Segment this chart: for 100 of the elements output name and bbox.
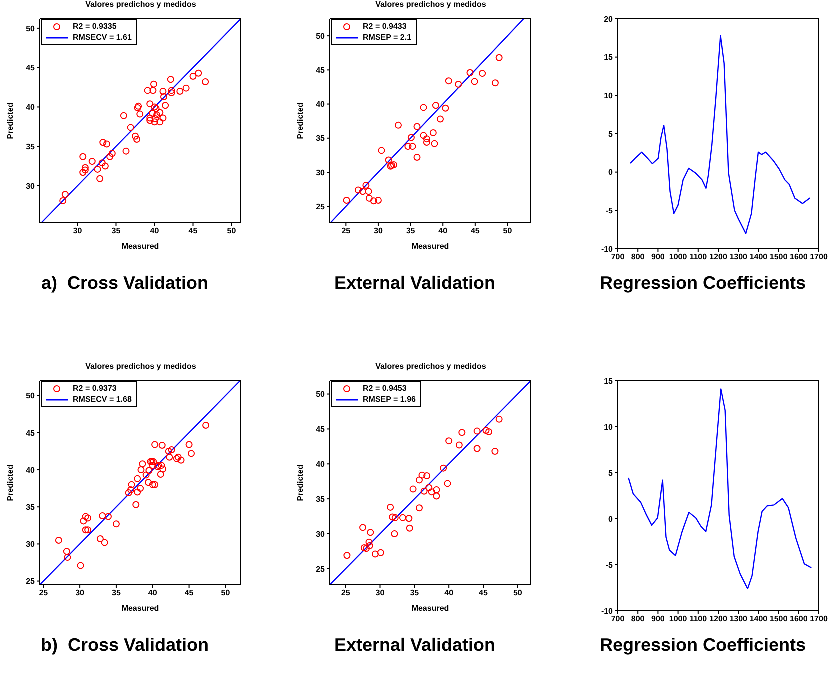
y-tick-label: 45 [26, 64, 36, 73]
point [104, 513, 112, 520]
point [127, 124, 134, 132]
point [440, 464, 448, 472]
point [149, 462, 156, 470]
x-tick-label: 1600 [790, 252, 808, 262]
point [136, 110, 144, 118]
y-tick-label: 15 [604, 53, 614, 62]
point [156, 109, 164, 116]
text: a) Cross Validation [40, 273, 210, 294]
point [55, 536, 62, 544]
x-tick-label: 30 [73, 226, 83, 236]
point [424, 472, 431, 480]
point [104, 140, 110, 148]
point [137, 485, 144, 492]
point [146, 467, 153, 474]
x-axis-title: Measured [412, 242, 450, 251]
point [414, 154, 421, 161]
point [377, 549, 384, 556]
x-tick-label: 35 [112, 588, 122, 598]
x-tick-label: 700 [611, 252, 626, 262]
point [385, 156, 392, 164]
point [146, 114, 154, 122]
y-tick-label: 30 [316, 168, 326, 178]
point [134, 136, 141, 144]
chart-title: Valores predichos y medidos [84, 362, 198, 373]
point [420, 488, 428, 495]
point [366, 542, 374, 550]
point [134, 475, 142, 482]
point [102, 162, 109, 170]
x-tick-label: 1100 [690, 614, 708, 624]
point [343, 196, 350, 204]
x-tick-label: 50 [503, 226, 513, 236]
point [374, 196, 382, 204]
point [152, 441, 159, 448]
point [64, 554, 72, 562]
point [426, 484, 433, 492]
point [410, 486, 417, 493]
x-tick-label: 1200 [710, 252, 728, 262]
point [139, 460, 146, 468]
point [108, 150, 116, 158]
point [359, 188, 366, 196]
x-tick-label: 1500 [770, 614, 788, 624]
point [466, 69, 474, 76]
point [479, 70, 486, 78]
point [399, 514, 406, 522]
text: Regression Coefficients [598, 273, 808, 294]
legend-label: RMSECV = 1.68 [73, 394, 132, 405]
point [60, 197, 67, 204]
x-tick-label: 1200 [710, 614, 728, 624]
y-tick-label: 50 [26, 24, 36, 34]
point [387, 504, 394, 511]
y-tick-label: 35 [316, 134, 326, 144]
x-tick-label: 35 [112, 226, 122, 236]
x-tick-label: 800 [631, 614, 646, 624]
point [80, 518, 88, 525]
point [176, 88, 184, 95]
y-tick-label: 35 [26, 502, 36, 512]
y-tick-label: 50 [316, 390, 326, 400]
point [444, 480, 452, 488]
point [99, 512, 106, 520]
point [202, 78, 210, 86]
x-tick-label: 1400 [750, 614, 768, 624]
x-tick-label: 1000 [669, 252, 688, 262]
point [195, 70, 202, 77]
point [354, 186, 362, 194]
y-tick-label: 40 [26, 103, 36, 112]
x-tick-label: 1500 [770, 252, 788, 262]
x-tick-label: 1300 [730, 614, 748, 624]
point [84, 514, 92, 522]
x-tick-label: 25 [39, 588, 49, 598]
point [144, 87, 152, 94]
y-tick-label: 0 [608, 514, 614, 524]
point [96, 175, 104, 182]
point [98, 160, 106, 167]
point [62, 191, 69, 198]
point [101, 539, 108, 546]
y-axis-title: Predicted [296, 102, 305, 140]
x-tick-label: 30 [376, 588, 386, 598]
point [423, 136, 430, 143]
point [372, 550, 379, 558]
point [414, 123, 421, 130]
point [409, 143, 416, 150]
y-axis-title: Predicted [6, 102, 15, 140]
point [188, 450, 195, 458]
line-series [630, 35, 811, 234]
x-tick-label: 45 [470, 226, 480, 236]
x-tick-label: 45 [479, 588, 488, 598]
x-tick-label: 50 [221, 588, 231, 598]
x-tick-label: 30 [76, 588, 86, 598]
point [162, 102, 170, 110]
y-tick-label: 30 [26, 182, 36, 191]
y-axis-title: Predicted [296, 464, 305, 502]
point [190, 73, 197, 80]
x-axis-title: Measured [412, 604, 450, 613]
point [378, 147, 386, 154]
point [134, 104, 142, 112]
y-tick-label: 25 [316, 202, 326, 212]
point [416, 476, 423, 484]
text: Regression Coefficients [598, 635, 808, 656]
